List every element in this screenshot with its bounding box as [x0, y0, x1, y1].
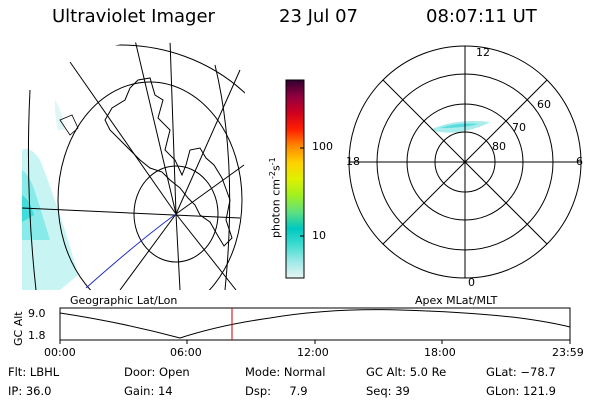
ip-info: IP: 36.0 [8, 384, 52, 398]
altitude-plot [59, 307, 571, 344]
mlt-label-0: 0 [468, 276, 475, 289]
date-label: 23 Jul 07 [279, 6, 358, 27]
gain-info: Gain: 14 [124, 384, 173, 398]
door-info: Door: Open [124, 365, 190, 379]
altitude-xtick-2359: 23:59 [552, 346, 584, 359]
mode-info: Mode: Normal [245, 365, 326, 379]
glat-info: GLat: −78.7 [486, 365, 556, 379]
right-panel-caption: Apex MLat/MLT [415, 294, 498, 307]
altitude-xtick-1800: 18:00 [424, 346, 456, 359]
altitude-curve [59, 309, 571, 339]
geographic-map [22, 41, 245, 290]
mlt-label-12: 12 [476, 46, 490, 59]
mlat-label-80: 80 [492, 140, 506, 153]
altitude-xtick-1200: 12:00 [297, 346, 329, 359]
altitude-xtick-0000: 00:00 [44, 346, 76, 359]
mlt-label-6: 6 [576, 155, 583, 168]
altitude-ytick-1-8: 1.8 [28, 329, 46, 342]
app-title: Ultraviolet Imager [52, 6, 215, 27]
polar-plot [348, 45, 582, 279]
altitude-axis-label: GC Alt [12, 311, 25, 346]
glon-info: GLon: 121.9 [486, 384, 556, 398]
mlat-label-60: 60 [537, 98, 551, 111]
ground-trace [85, 213, 177, 289]
seq-info: Seq: 39 [366, 384, 410, 398]
altitude-xtick-0600: 06:00 [170, 346, 202, 359]
time-label: 08:07:11 UT [426, 6, 537, 27]
colorbar-tick-10: 10 [312, 229, 326, 242]
aurora-emission-left [22, 100, 78, 290]
mlat-label-70: 70 [512, 121, 526, 134]
gc-alt-info: GC Alt: 5.0 Re [366, 365, 447, 379]
mlt-label-18: 18 [346, 155, 360, 168]
aurora-emission-right [430, 121, 490, 133]
coastline [104, 77, 233, 247]
colorbar [285, 79, 305, 279]
flt-info: Flt: LBHL [8, 365, 60, 379]
colorbar-tick-100: 100 [312, 140, 333, 153]
left-panel-caption: Geographic Lat/Lon [70, 294, 178, 307]
altitude-ytick-9: 9.0 [28, 307, 46, 320]
dsp-info: Dsp: 7.9 [245, 384, 308, 398]
colorbar-unit-label: photon cm-2s-1 [268, 157, 283, 238]
